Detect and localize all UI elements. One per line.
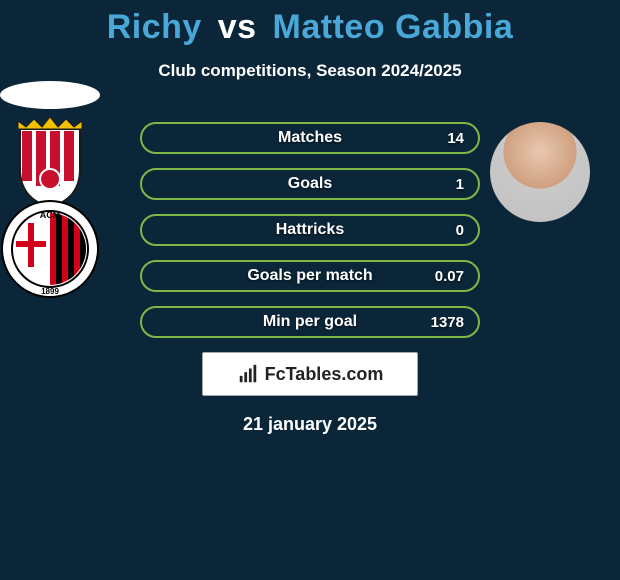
comparison-title: Richy vs Matteo Gabbia: [0, 0, 620, 47]
player2-club-crest: ACM 1899: [0, 199, 100, 299]
chart-icon: [237, 363, 259, 385]
stat-value: 0.07: [435, 268, 464, 285]
title-vs: vs: [218, 8, 257, 46]
player1-avatar: [0, 81, 100, 109]
stat-label: Hattricks: [276, 221, 344, 239]
stat-row: Hattricks 0: [140, 214, 480, 246]
stat-row: Matches 14: [140, 122, 480, 154]
stat-row: Goals 1: [140, 168, 480, 200]
comparison-date: 21 january 2025: [0, 414, 620, 435]
svg-text:1899: 1899: [41, 287, 59, 296]
stat-label: Goals: [288, 175, 332, 193]
stat-value: 14: [447, 130, 464, 147]
svg-text:ACM: ACM: [40, 210, 61, 220]
source-badge-text: FcTables.com: [265, 364, 384, 385]
player2-face-placeholder: [490, 122, 590, 222]
stat-label: Matches: [278, 129, 342, 147]
source-badge[interactable]: FcTables.com: [202, 352, 418, 396]
stats-container: Matches 14 Goals 1 Hattricks 0 Goals per match…: [140, 122, 480, 352]
stat-row: Goals per match 0.07: [140, 260, 480, 292]
stat-label: Goals per match: [247, 267, 372, 285]
stat-value: 1378: [431, 314, 464, 331]
player2-avatar: [490, 122, 590, 222]
stat-value: 0: [456, 222, 464, 239]
player1-club-crest: [0, 109, 100, 199]
subtitle: Club competitions, Season 2024/2025: [0, 61, 620, 81]
girona-crest-icon: [0, 109, 100, 209]
ac-milan-crest-icon: ACM 1899: [0, 199, 100, 299]
stat-row: Min per goal 1378: [140, 306, 480, 338]
player2-name: Matteo Gabbia: [273, 8, 514, 46]
player1-name: Richy: [107, 8, 202, 46]
stat-label: Min per goal: [263, 313, 357, 331]
stat-value: 1: [456, 176, 464, 193]
